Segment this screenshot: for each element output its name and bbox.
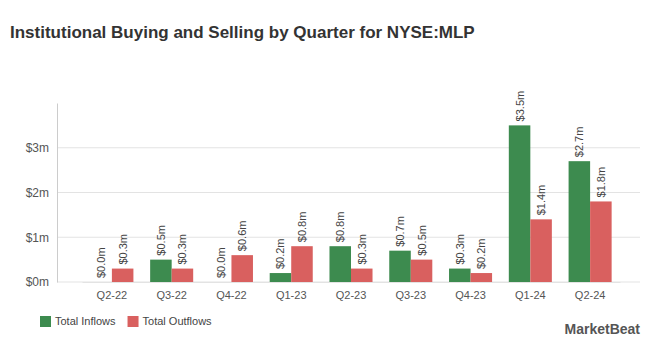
grid-line [57,147,640,148]
bar [449,269,471,282]
x-tick-label: Q2-23 [336,289,367,301]
bar [389,251,411,282]
x-tick: Q2-23 [336,282,367,301]
y-axis-line [57,104,58,283]
title: Institutional Buying and Selling by Quar… [10,23,475,42]
data-label: $0.6m [236,221,248,252]
y-tick-label: $1m [26,231,49,245]
data-label: $0.5m [416,225,428,256]
x-tick: Q1-23 [276,282,307,301]
data-label: $0.5m [155,225,167,256]
legend-swatch [128,316,139,327]
x-tick: Q1-24 [515,282,546,301]
data-label: $0.8m [296,212,308,243]
data-label: $0.3m [356,234,368,265]
bar [590,201,612,282]
x-tick-label: Q3-22 [156,289,187,301]
data-label: $0.3m [176,234,188,265]
annotation: MarketBeat [565,321,641,337]
data-label: $0.2m [274,238,286,269]
grid [57,148,640,282]
data-labels: $0.0m $0.5m $0.0m $0.2m $0.8m $0.7m $0.3m $3.5m… [95,91,607,278]
legend: Total Inflows Total Outflows [40,315,212,327]
x-tick: Q4-23 [455,282,486,301]
bar [270,273,292,282]
bar [150,260,172,282]
legend-label: Total Outflows [143,315,213,327]
x-tick-label: Q1-23 [276,289,307,301]
bar [231,255,253,282]
y-axis: $0m $1m $2m $3m [26,104,58,290]
x-tick: Q3-23 [395,282,426,301]
y-tick: $3m [26,141,57,155]
y-tick-label: $3m [26,141,49,155]
data-label: $0.8m [334,212,346,243]
x-tick-label: Q1-24 [515,289,546,301]
data-label: $0.3m [454,234,466,265]
x-tick-label: Q3-23 [395,289,426,301]
bar [90,282,112,283]
y-tick-label: $0m [26,275,49,289]
bar [411,260,433,282]
bar [210,282,232,283]
y-tick: $2m [26,186,57,200]
data-label: $1.8m [595,167,607,198]
data-label: $1.4m [535,185,547,216]
data-label: $0.0m [215,247,227,278]
bar [509,125,531,282]
legend-label: Total Inflows [55,315,116,327]
legend-swatch [40,316,51,327]
data-label: $0.2m [475,238,487,269]
x-tick-label: Q2-24 [575,289,606,301]
bar [471,273,493,282]
x-tick-label: Q2-22 [97,289,128,301]
x-tick: Q3-22 [156,282,187,301]
data-label: $0.3m [117,234,129,265]
bar [291,246,313,282]
x-tick: Q2-22 [97,282,128,301]
grid-line [57,192,640,193]
bar [530,219,552,282]
x-tick-label: Q4-23 [455,289,486,301]
data-label: $0.0m [95,247,107,278]
x-axis-line [83,282,621,283]
bar [112,269,134,282]
y-tick: $0m [26,275,57,289]
bar [172,269,194,282]
x-tick: Q2-24 [575,282,606,301]
y-tick: $1m [26,231,57,245]
data-label: $0.7m [394,216,406,247]
bar [569,161,591,282]
x-axis: Q2-22 Q3-22 Q4-22 Q1-23 Q2-23 Q3-23 Q4-23 Q1-24… [83,282,621,301]
bars [112,125,612,282]
bar [329,246,351,282]
bar [351,269,373,282]
chart: Institutional Buying and Selling by Quar… [0,0,650,350]
grid-line [57,237,640,238]
data-label: $3.5m [514,91,526,122]
data-label: $2.7m [573,127,585,158]
y-tick-label: $2m [26,186,49,200]
x-tick-label: Q4-22 [216,289,247,301]
x-tick: Q4-22 [216,282,247,301]
